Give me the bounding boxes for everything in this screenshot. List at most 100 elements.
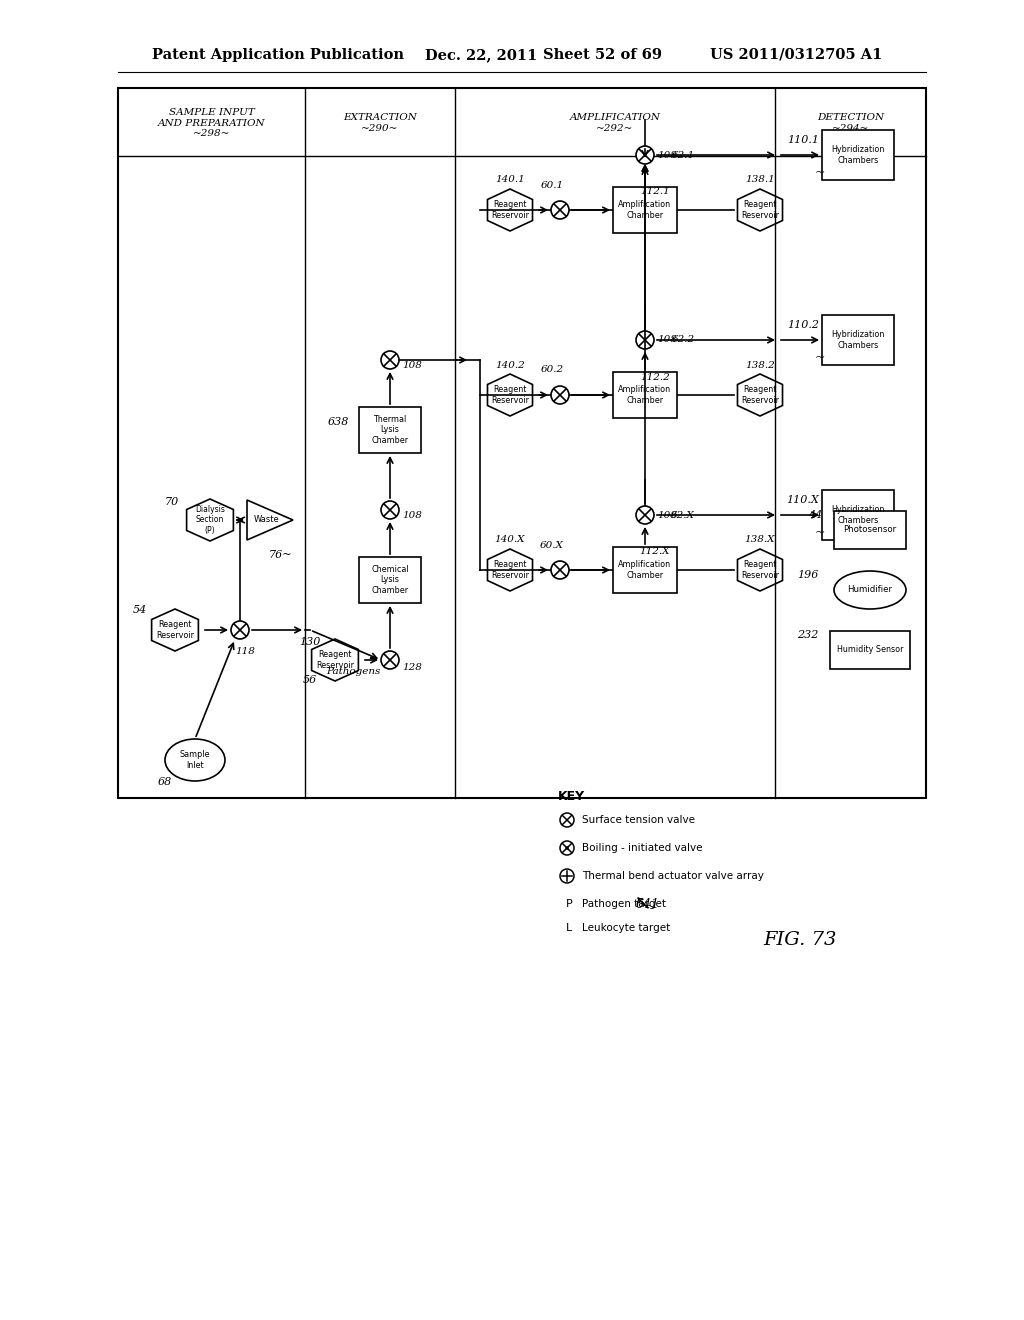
Text: Reagent
Reservoir: Reagent Reservoir (490, 201, 529, 219)
Text: 60.X: 60.X (540, 540, 564, 549)
Text: 68: 68 (158, 777, 172, 787)
Circle shape (381, 651, 399, 669)
Text: Hybridization
Chambers: Hybridization Chambers (831, 330, 885, 350)
Text: Surface tension valve: Surface tension valve (582, 814, 695, 825)
Text: Amplification
Chamber: Amplification Chamber (618, 385, 672, 405)
Text: Sample
Inlet: Sample Inlet (180, 750, 210, 770)
Text: 110.2: 110.2 (787, 319, 819, 330)
Text: Reagent
Reservoir: Reagent Reservoir (490, 560, 529, 579)
Text: 60.1: 60.1 (541, 181, 563, 190)
Text: Humidifier: Humidifier (848, 586, 893, 594)
Text: FIG. 73: FIG. 73 (763, 931, 837, 949)
FancyBboxPatch shape (118, 88, 926, 799)
Text: 112.1: 112.1 (640, 187, 670, 197)
Circle shape (551, 201, 569, 219)
Text: Reagent
Reservoir: Reagent Reservoir (741, 385, 779, 405)
Circle shape (636, 506, 654, 524)
Text: 130: 130 (299, 638, 321, 647)
FancyBboxPatch shape (822, 315, 894, 366)
Text: Pathogens: Pathogens (326, 668, 380, 676)
FancyBboxPatch shape (834, 511, 906, 549)
Text: 641: 641 (636, 899, 660, 912)
Text: Hybridization
Chambers: Hybridization Chambers (831, 145, 885, 165)
Text: SAMPLE INPUT
AND PREPARATION
~298~: SAMPLE INPUT AND PREPARATION ~298~ (158, 108, 265, 137)
Text: 138.X: 138.X (744, 536, 775, 544)
Text: ~: ~ (815, 527, 825, 540)
Text: 140.1: 140.1 (496, 176, 525, 185)
Circle shape (560, 869, 574, 883)
Text: 62.1: 62.1 (672, 150, 694, 160)
Text: 62.X: 62.X (671, 511, 695, 520)
Text: 108: 108 (657, 511, 677, 520)
Circle shape (636, 147, 654, 164)
Text: AMPLIFICATION
~292~: AMPLIFICATION ~292~ (569, 114, 660, 133)
Text: 70: 70 (165, 498, 179, 507)
Text: Thermal
Lysis
Chamber: Thermal Lysis Chamber (372, 414, 409, 445)
Text: US 2011/0312705 A1: US 2011/0312705 A1 (710, 48, 883, 62)
Circle shape (560, 841, 574, 855)
Circle shape (551, 385, 569, 404)
Text: 140.2: 140.2 (496, 360, 525, 370)
Text: 138.1: 138.1 (745, 176, 775, 185)
FancyBboxPatch shape (613, 546, 677, 593)
Text: Reagent
Reservoir: Reagent Reservoir (490, 385, 529, 405)
FancyBboxPatch shape (822, 490, 894, 540)
Text: 108: 108 (657, 150, 677, 160)
Text: ~: ~ (815, 166, 825, 180)
Text: Chemical
Lysis
Chamber: Chemical Lysis Chamber (371, 565, 409, 595)
Text: 232: 232 (798, 630, 818, 640)
Text: 44: 44 (808, 510, 822, 520)
Text: Waste: Waste (254, 516, 280, 524)
FancyBboxPatch shape (613, 372, 677, 418)
Text: L: L (566, 923, 572, 933)
Text: Dec. 22, 2011: Dec. 22, 2011 (425, 48, 538, 62)
Text: 76~: 76~ (268, 550, 292, 560)
Text: Reagent
Reservoir: Reagent Reservoir (316, 651, 354, 669)
Text: Reagent
Reservoir: Reagent Reservoir (156, 620, 194, 640)
Text: 110.X: 110.X (786, 495, 819, 506)
Circle shape (231, 620, 249, 639)
Text: 196: 196 (798, 570, 818, 579)
Text: ~: ~ (815, 351, 825, 364)
Circle shape (381, 351, 399, 370)
Text: 118: 118 (236, 648, 255, 656)
Text: EXTRACTION
~290~: EXTRACTION ~290~ (343, 114, 417, 133)
Text: Thermal bend actuator valve array: Thermal bend actuator valve array (582, 871, 764, 880)
FancyBboxPatch shape (359, 407, 421, 453)
FancyBboxPatch shape (359, 557, 421, 603)
Text: 638: 638 (328, 417, 349, 426)
Text: Amplification
Chamber: Amplification Chamber (618, 560, 672, 579)
Text: DETECTION
~294~: DETECTION ~294~ (817, 114, 884, 133)
FancyBboxPatch shape (822, 129, 894, 180)
Text: 60.2: 60.2 (541, 366, 563, 375)
Text: 138.2: 138.2 (745, 360, 775, 370)
Text: Patent Application Publication: Patent Application Publication (152, 48, 404, 62)
Circle shape (636, 331, 654, 348)
Circle shape (565, 846, 568, 850)
Text: Photosensor: Photosensor (844, 525, 897, 535)
Text: 112.X: 112.X (640, 548, 671, 557)
Text: 140.X: 140.X (495, 536, 525, 544)
Text: 108: 108 (402, 360, 422, 370)
Text: 112.2: 112.2 (640, 372, 670, 381)
Text: 56: 56 (303, 675, 317, 685)
Text: Sheet 52 of 69: Sheet 52 of 69 (543, 48, 662, 62)
Text: P: P (566, 899, 572, 909)
Text: 108: 108 (657, 335, 677, 345)
Text: Pathogen target: Pathogen target (582, 899, 666, 909)
Text: Dialysis
Section
(P): Dialysis Section (P) (195, 506, 225, 535)
Circle shape (560, 813, 574, 828)
Text: Boiling - initiated valve: Boiling - initiated valve (582, 843, 702, 853)
Text: Reagent
Reservoir: Reagent Reservoir (741, 560, 779, 579)
Circle shape (551, 561, 569, 579)
FancyBboxPatch shape (830, 631, 910, 669)
Text: 128: 128 (402, 664, 422, 672)
Text: Amplification
Chamber: Amplification Chamber (618, 201, 672, 219)
Text: 110.1: 110.1 (787, 135, 819, 145)
Text: KEY: KEY (558, 789, 585, 803)
Text: 108: 108 (402, 511, 422, 520)
Text: 62.2: 62.2 (672, 335, 694, 345)
FancyBboxPatch shape (613, 187, 677, 234)
Text: Reagent
Reservoir: Reagent Reservoir (741, 201, 779, 219)
Text: 54: 54 (133, 605, 147, 615)
